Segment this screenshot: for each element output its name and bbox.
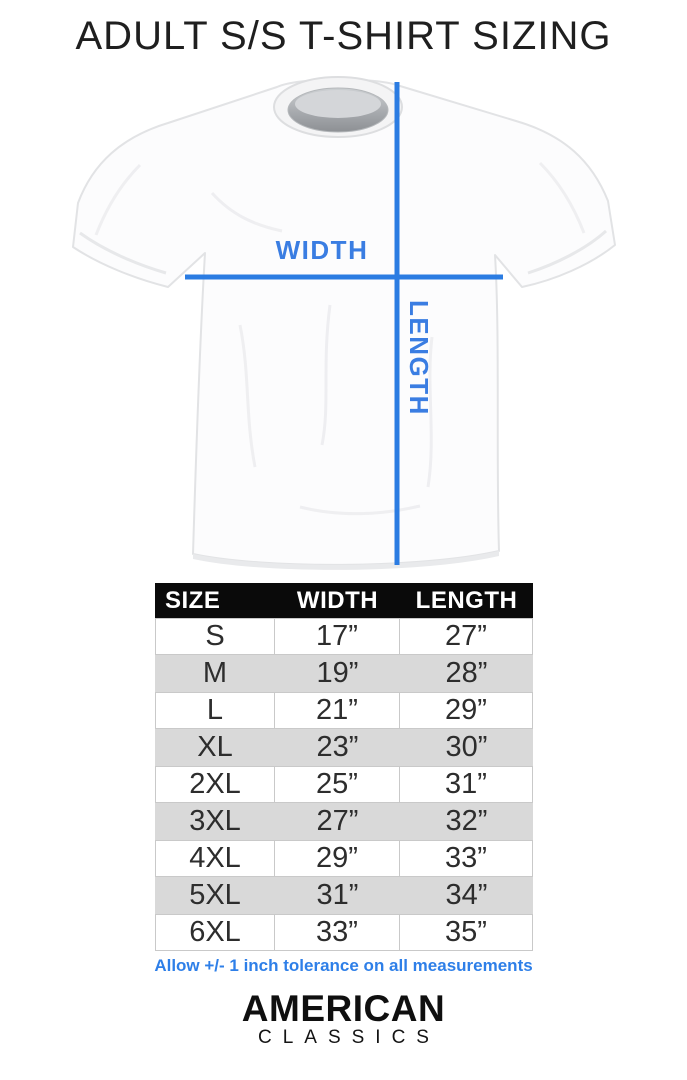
table-row: 2XL 25” 31” xyxy=(155,766,533,803)
header-width: WIDTH xyxy=(275,583,400,618)
width-cell: 29” xyxy=(275,840,400,877)
table-header-row: SIZE WIDTH LENGTH xyxy=(155,583,533,618)
size-cell: 6XL xyxy=(155,914,275,951)
width-cell: 33” xyxy=(275,914,400,951)
table-row: 5XL 31” 34” xyxy=(155,877,533,914)
size-cell: L xyxy=(155,692,275,729)
size-cell: 3XL xyxy=(155,803,275,840)
table-row: 6XL 33” 35” xyxy=(155,914,533,951)
table-row: 4XL 29” 33” xyxy=(155,840,533,877)
size-cell: M xyxy=(155,655,275,692)
table-row: XL 23” 30” xyxy=(155,729,533,766)
length-cell: 31” xyxy=(400,766,533,803)
table-row: 3XL 27” 32” xyxy=(155,803,533,840)
brand-name-classics: CLASSICS xyxy=(258,1027,440,1048)
header-length: LENGTH xyxy=(400,583,533,618)
width-cell: 17” xyxy=(275,618,400,655)
brand-name-american: AMERICAN xyxy=(241,988,446,1029)
length-cell: 35” xyxy=(400,914,533,951)
size-cell: 4XL xyxy=(155,840,275,877)
tolerance-note: Allow +/- 1 inch tolerance on all measur… xyxy=(154,956,533,975)
size-cell: XL xyxy=(155,729,275,766)
length-cell: 27” xyxy=(400,618,533,655)
length-cell: 30” xyxy=(400,729,533,766)
width-cell: 25” xyxy=(275,766,400,803)
header-size: SIZE xyxy=(155,583,275,618)
width-cell: 21” xyxy=(275,692,400,729)
table-row: S 17” 27” xyxy=(155,618,533,655)
size-cell: 2XL xyxy=(155,766,275,803)
length-measure-label: LENGTH xyxy=(404,300,434,416)
tshirt-diagram: WIDTH LENGTH xyxy=(0,75,687,575)
brand-logo: AMERICAN CLASSICS xyxy=(0,990,687,1049)
size-cell: S xyxy=(155,618,275,655)
length-cell: 29” xyxy=(400,692,533,729)
length-cell: 28” xyxy=(400,655,533,692)
size-table: SIZE WIDTH LENGTH S 17” 27” M 19” 28” L … xyxy=(155,583,533,951)
length-cell: 32” xyxy=(400,803,533,840)
width-cell: 27” xyxy=(275,803,400,840)
width-cell: 31” xyxy=(275,877,400,914)
length-cell: 34” xyxy=(400,877,533,914)
size-cell: 5XL xyxy=(155,877,275,914)
length-cell: 33” xyxy=(400,840,533,877)
width-cell: 19” xyxy=(275,655,400,692)
table-row: L 21” 29” xyxy=(155,692,533,729)
width-cell: 23” xyxy=(275,729,400,766)
width-measure-label: WIDTH xyxy=(275,235,369,265)
page-title: ADULT S/S T-SHIRT SIZING xyxy=(75,14,612,58)
tshirt-graphic xyxy=(72,76,616,570)
table-row: M 19” 28” xyxy=(155,655,533,692)
